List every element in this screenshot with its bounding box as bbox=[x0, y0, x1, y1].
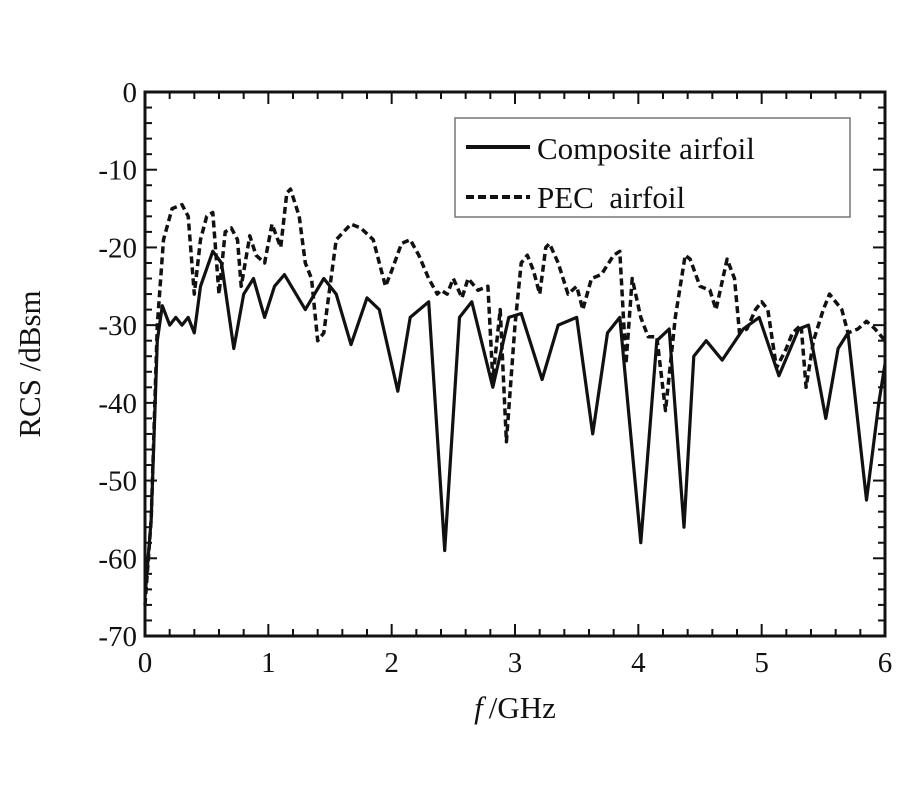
x-tick-label: 6 bbox=[878, 647, 893, 679]
series-layer bbox=[143, 187, 887, 606]
legend-label-composite: Composite airfoil bbox=[537, 131, 755, 166]
axis-ticks bbox=[144, 91, 886, 637]
y-tick-label: -60 bbox=[98, 543, 137, 575]
y-tick-label: -20 bbox=[98, 232, 137, 264]
x-tick-label: 2 bbox=[384, 647, 399, 679]
y-tick-label: -70 bbox=[98, 621, 137, 653]
x-tick-label: 4 bbox=[631, 647, 646, 679]
series-pec-airfoil-line bbox=[143, 187, 887, 606]
x-tick-label: 0 bbox=[138, 647, 153, 679]
x-axis-title-unit: /GHz bbox=[489, 690, 556, 725]
y-tick-label: 0 bbox=[123, 77, 138, 109]
x-axis-title-variable: f bbox=[474, 690, 487, 725]
y-tick-label: -30 bbox=[98, 310, 137, 342]
legend-label-pec: PEC airfoil bbox=[537, 180, 685, 215]
x-tick-label: 3 bbox=[508, 647, 523, 679]
y-tick-label: -40 bbox=[98, 388, 137, 420]
legend-box bbox=[454, 117, 851, 218]
x-axis-title: f/GHz bbox=[474, 690, 556, 725]
y-tick-label: -50 bbox=[98, 466, 137, 498]
y-tick-label: -10 bbox=[98, 155, 137, 187]
x-tick-label: 1 bbox=[261, 647, 276, 679]
x-tick-label: 5 bbox=[754, 647, 769, 679]
legend: Composite airfoil PEC airfoil bbox=[454, 117, 851, 218]
tick-labels: 0 1 2 3 4 5 6 0 -10 -20 -30 -40 -50 -60 -70 bbox=[98, 77, 892, 679]
series-composite-airfoil-line bbox=[143, 249, 887, 598]
y-axis-title: RCS /dBsm bbox=[12, 290, 47, 437]
